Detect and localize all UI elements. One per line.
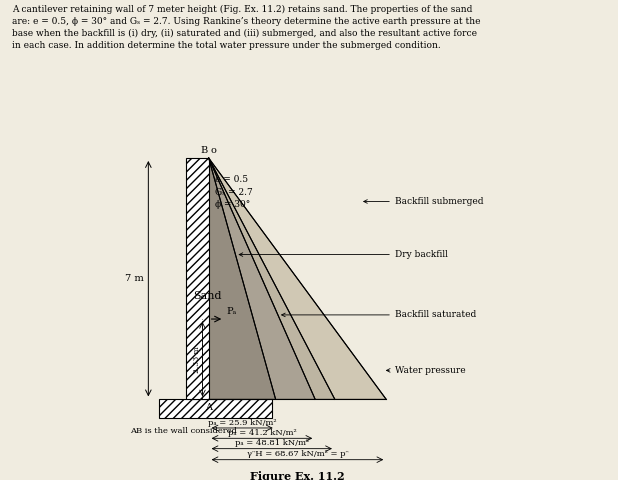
Text: Sand: Sand xyxy=(193,291,222,301)
Text: e = 0.5
Gₛ = 2.7
ϕ = 30°: e = 0.5 Gₛ = 2.7 ϕ = 30° xyxy=(215,175,253,209)
Polygon shape xyxy=(209,158,315,399)
Text: Dry backfill: Dry backfill xyxy=(239,250,447,259)
Polygon shape xyxy=(159,399,273,418)
Text: B: B xyxy=(201,145,208,155)
Text: A cantilever retaining wall of 7 meter height (Fig. Ex. 11.2) retains sand. The : A cantilever retaining wall of 7 meter h… xyxy=(12,5,481,49)
Text: 7 m: 7 m xyxy=(125,274,144,283)
Text: Figure Ex. 11.2: Figure Ex. 11.2 xyxy=(250,471,345,480)
Text: 2.33 m: 2.33 m xyxy=(193,346,201,372)
Text: Backfill submerged: Backfill submerged xyxy=(364,197,483,206)
Text: pₐ = 48.81 kN/m²: pₐ = 48.81 kN/m² xyxy=(235,439,309,447)
Text: Backfill saturated: Backfill saturated xyxy=(282,311,476,319)
Text: pₐ = 25.9 kN/m²: pₐ = 25.9 kN/m² xyxy=(208,419,276,427)
Text: Water pressure: Water pressure xyxy=(386,366,465,375)
Text: o: o xyxy=(210,145,216,155)
Text: γᵔH = 68.67 kN/m² = pᵔ: γᵔH = 68.67 kN/m² = pᵔ xyxy=(247,450,349,458)
Text: pₐ = 41.2 kN/m²: pₐ = 41.2 kN/m² xyxy=(227,429,296,437)
Polygon shape xyxy=(209,158,276,399)
Polygon shape xyxy=(209,158,335,399)
Polygon shape xyxy=(186,158,209,399)
Polygon shape xyxy=(209,158,386,399)
Text: Pₐ: Pₐ xyxy=(226,307,236,316)
Text: AB is the wall considered: AB is the wall considered xyxy=(130,427,237,435)
Text: A: A xyxy=(205,404,212,412)
